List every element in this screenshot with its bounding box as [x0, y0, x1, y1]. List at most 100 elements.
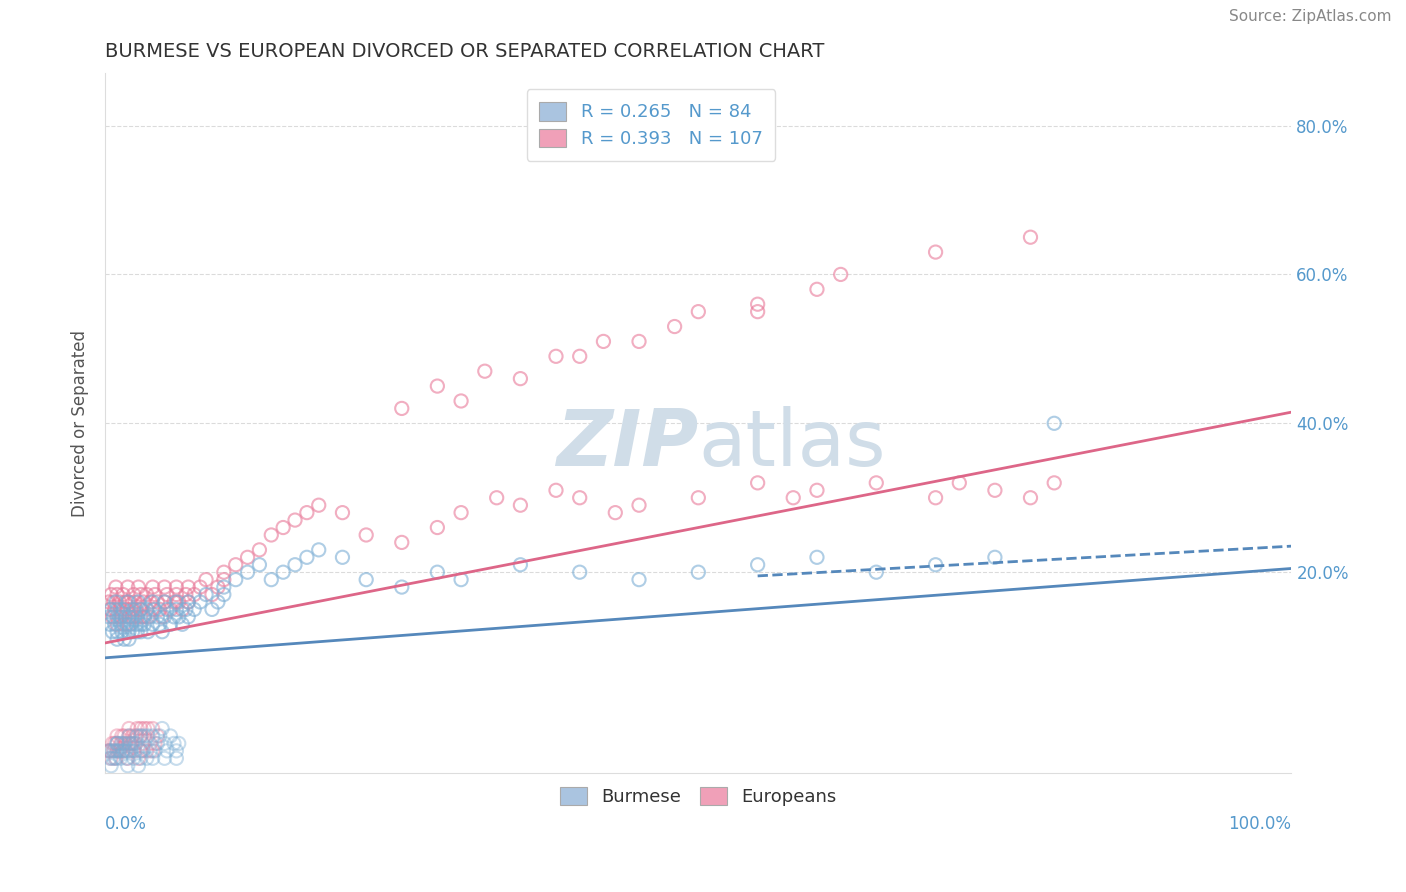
Point [127, 729, 149, 743]
Point [117, 595, 139, 609]
Point [924, 491, 946, 505]
Point [149, 602, 172, 616]
Point [104, 602, 127, 616]
Point [98, 602, 121, 616]
Point [139, 610, 162, 624]
Point [121, 624, 143, 639]
Point [627, 573, 650, 587]
Point [165, 602, 187, 616]
Point [101, 736, 124, 750]
Point [332, 550, 354, 565]
Point [1043, 475, 1066, 490]
Point [104, 751, 127, 765]
Point [207, 580, 229, 594]
Point [225, 573, 247, 587]
Point [135, 744, 157, 758]
Point [139, 736, 162, 750]
Point [105, 588, 128, 602]
Point [159, 602, 181, 616]
Point [118, 617, 141, 632]
Point [212, 580, 235, 594]
Point [150, 624, 173, 639]
Point [104, 751, 127, 765]
Point [97, 595, 120, 609]
Point [114, 744, 136, 758]
Point [100, 602, 122, 616]
Point [114, 595, 136, 609]
Point [124, 736, 146, 750]
Point [236, 565, 259, 579]
Point [188, 595, 211, 609]
Point [163, 736, 186, 750]
Point [118, 729, 141, 743]
Point [100, 758, 122, 772]
Point [110, 736, 132, 750]
Point [108, 744, 131, 758]
Point [103, 595, 125, 609]
Point [924, 558, 946, 572]
Point [127, 580, 149, 594]
Point [105, 632, 128, 647]
Point [127, 751, 149, 765]
Point [111, 624, 134, 639]
Point [165, 751, 187, 765]
Point [747, 558, 769, 572]
Point [101, 744, 124, 758]
Point [134, 617, 156, 632]
Point [127, 758, 149, 772]
Point [105, 624, 128, 639]
Point [101, 610, 124, 624]
Point [568, 349, 591, 363]
Point [129, 729, 152, 743]
Point [134, 722, 156, 736]
Point [115, 751, 138, 765]
Point [183, 588, 205, 602]
Point [112, 632, 135, 647]
Point [664, 319, 686, 334]
Point [308, 542, 330, 557]
Point [110, 602, 132, 616]
Point [688, 304, 710, 318]
Point [127, 722, 149, 736]
Point [544, 349, 567, 363]
Point [120, 602, 142, 616]
Point [111, 744, 134, 758]
Point [121, 610, 143, 624]
Point [104, 736, 127, 750]
Point [627, 498, 650, 512]
Point [111, 744, 134, 758]
Point [105, 617, 128, 632]
Point [747, 475, 769, 490]
Point [122, 751, 145, 765]
Point [108, 744, 131, 758]
Point [124, 744, 146, 758]
Point [129, 722, 152, 736]
Point [100, 751, 122, 765]
Point [177, 595, 200, 609]
Point [207, 595, 229, 609]
Point [115, 617, 138, 632]
Point [125, 736, 148, 750]
Point [127, 624, 149, 639]
Point [188, 580, 211, 594]
Point [122, 602, 145, 616]
Point [142, 580, 165, 594]
Point [125, 617, 148, 632]
Point [129, 610, 152, 624]
Point [136, 722, 159, 736]
Point [105, 610, 128, 624]
Point [450, 394, 472, 409]
Point [249, 558, 271, 572]
Point [111, 610, 134, 624]
Point [1019, 491, 1042, 505]
Point [136, 624, 159, 639]
Point [105, 729, 128, 743]
Point [865, 565, 887, 579]
Point [146, 729, 169, 743]
Point [568, 491, 591, 505]
Point [688, 491, 710, 505]
Point [177, 610, 200, 624]
Point [104, 595, 127, 609]
Point [101, 624, 124, 639]
Point [135, 751, 157, 765]
